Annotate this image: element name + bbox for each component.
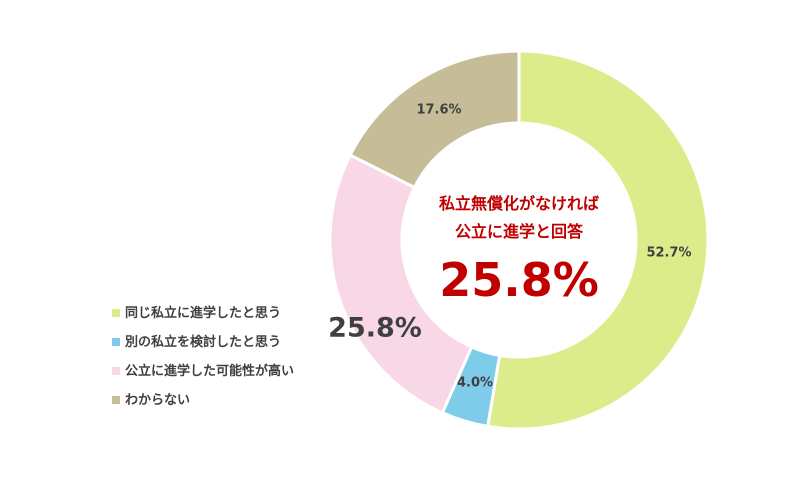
slice-public [328,153,474,415]
legend-item-same-private: 同じ私立に進学したと思う [112,297,294,326]
slice-label-unknown: 17.6% [416,102,462,118]
legend-item-unknown: わからない [112,384,294,413]
legend-item-public: 公立に進学した可能性が高い [112,355,294,384]
legend-swatch [112,367,120,375]
legend-label: 同じ私立に進学したと思う [125,306,282,321]
legend-label: 公立に進学した可能性が高い [125,364,295,379]
slice-same-private [485,49,710,431]
legend-swatch [112,396,120,404]
legend-label: 別の私立を検討したと思う [125,335,282,350]
slice-label-other-private: 4.0% [456,375,494,391]
center-annotation-line2: 公立に進学と回答 [454,222,584,241]
legend-swatch [112,338,120,346]
legend-swatch [112,309,120,317]
legend: 同じ私立に進学したと思う 別の私立を検討したと思う 公立に進学した可能性が高い … [112,297,294,413]
slice-unknown [348,49,521,190]
legend-item-other-private: 別の私立を検討したと思う [112,326,294,355]
slice-label-public: 25.8% [328,312,422,344]
legend-label: わからない [125,393,191,408]
center-annotation-value: 25.8% [439,253,599,307]
slice-label-same-private: 52.7% [646,245,692,261]
center-annotation-line1: 私立無償化がなければ [438,194,600,213]
